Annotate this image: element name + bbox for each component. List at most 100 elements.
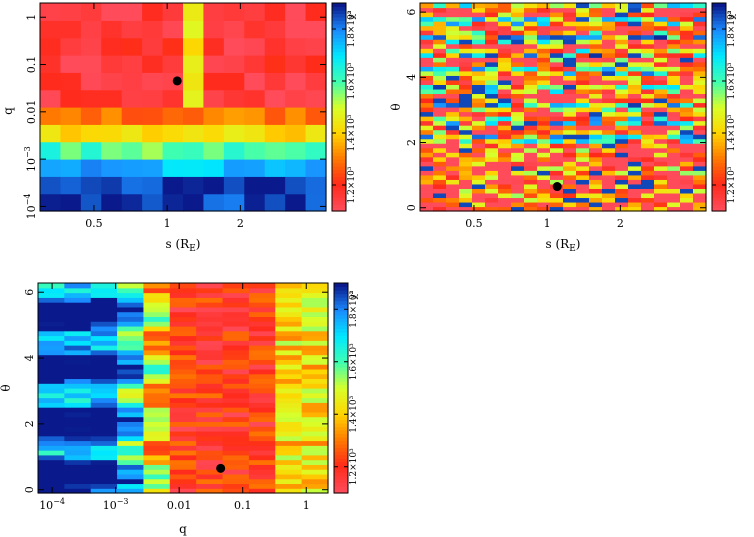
heatmap-cell <box>537 183 551 189</box>
colorbar-segment <box>332 34 346 39</box>
heatmap-cell <box>576 21 590 27</box>
heatmap-cell <box>693 197 707 203</box>
heatmap-cell <box>628 34 642 40</box>
colorbar-segment <box>334 398 348 403</box>
heatmap-cell <box>446 16 460 22</box>
heatmap-cell <box>275 392 303 399</box>
heatmap-cell <box>641 134 655 140</box>
heatmap-cell <box>433 147 447 153</box>
heatmap-cell <box>301 292 329 298</box>
colorbar-segment <box>332 96 346 101</box>
heatmap-cell <box>563 39 577 45</box>
heatmap-cell <box>117 483 145 489</box>
heatmap-cell <box>667 75 681 81</box>
heatmap-cell <box>615 93 629 99</box>
heatmap-cell <box>628 120 642 126</box>
heatmap-cell <box>667 39 681 45</box>
heatmap-cell <box>537 156 551 162</box>
colorbar-segment <box>712 172 726 177</box>
colorbar-segment <box>334 304 348 309</box>
heatmap-cell <box>485 188 499 194</box>
heatmap-cell <box>459 206 473 212</box>
heatmap-cell <box>38 345 65 351</box>
heatmap-cell <box>654 138 668 144</box>
heatmap-cell <box>628 39 642 45</box>
heatmap-cell <box>64 330 92 337</box>
heatmap-cell <box>576 107 590 113</box>
colorbar-segment <box>712 34 726 39</box>
heatmap-cell <box>693 134 707 140</box>
heatmap-cell <box>80 37 102 56</box>
heatmap-cell <box>117 459 145 465</box>
heatmap-cell <box>275 330 303 337</box>
heatmap-cell <box>64 373 92 380</box>
heatmap-cell <box>264 20 286 39</box>
heatmap-cell <box>576 152 590 158</box>
heatmap-cell <box>169 330 197 337</box>
heatmap-cell <box>223 124 245 143</box>
heatmap-cell <box>537 52 551 58</box>
heatmap-cell <box>143 302 171 308</box>
heatmap-cell <box>693 170 707 176</box>
heatmap-cell <box>420 21 434 27</box>
heatmap-cell <box>511 156 525 162</box>
heatmap-cell <box>641 30 655 36</box>
heatmap-cell <box>38 450 65 456</box>
heatmap-cell <box>498 52 512 58</box>
heatmap-cell <box>615 143 629 149</box>
heatmap-cell <box>459 3 473 9</box>
heatmap-cell <box>485 16 499 22</box>
heatmap-cell <box>602 143 616 149</box>
heatmap-cell <box>101 141 123 160</box>
heatmap-cell <box>433 170 447 176</box>
heatmap-cell <box>420 79 434 85</box>
heatmap-cell <box>550 39 564 45</box>
heatmap-cell <box>420 147 434 153</box>
heatmap-cell <box>628 3 642 9</box>
heatmap-cell <box>446 61 460 67</box>
heatmap-cell <box>563 7 577 13</box>
colorbar-segment <box>712 169 726 174</box>
heatmap-cell <box>563 147 577 153</box>
heatmap-cell <box>169 287 197 294</box>
colorbar-segment <box>334 346 348 351</box>
heatmap-cell <box>641 39 655 45</box>
heatmap-cell <box>641 125 655 131</box>
heatmap-cell <box>305 3 327 21</box>
heatmap-cell <box>275 411 303 418</box>
heatmap-cell <box>680 70 694 76</box>
heatmap-cell <box>537 107 551 113</box>
heatmap-cell <box>680 61 694 67</box>
heatmap-cell <box>420 30 434 36</box>
heatmap-cell <box>305 124 327 143</box>
heatmap-cell <box>537 201 551 208</box>
colorbar-segment <box>334 321 348 326</box>
heatmap-cell <box>485 75 499 81</box>
heatmap-cell <box>641 143 655 149</box>
colorbar-segment <box>334 374 348 379</box>
heatmap-cell <box>576 25 590 31</box>
heatmap-cell <box>472 201 486 208</box>
heatmap-cell <box>589 25 603 31</box>
heatmap-cell <box>589 120 603 126</box>
heatmap-cell <box>550 93 564 99</box>
heatmap-cell <box>101 193 123 212</box>
heatmap-cell <box>196 469 224 475</box>
heatmap-cell <box>196 316 224 322</box>
heatmap-cell <box>459 161 473 167</box>
heatmap-cell <box>420 170 434 176</box>
heatmap-cell <box>117 383 145 389</box>
heatmap-cell <box>524 3 538 9</box>
heatmap-cell <box>654 156 668 162</box>
heatmap-cell <box>537 48 551 54</box>
heatmap-cell <box>143 345 171 351</box>
heatmap-cell <box>589 16 603 22</box>
heatmap-cell <box>196 445 224 451</box>
heatmap-cell <box>60 20 82 39</box>
plot-frame <box>39 2 327 212</box>
colorbar-segment <box>332 55 346 60</box>
heatmap-cell <box>537 75 551 81</box>
heatmap-cell <box>628 179 642 185</box>
heatmap-cell <box>64 364 92 370</box>
heatmap-cell <box>472 134 486 140</box>
